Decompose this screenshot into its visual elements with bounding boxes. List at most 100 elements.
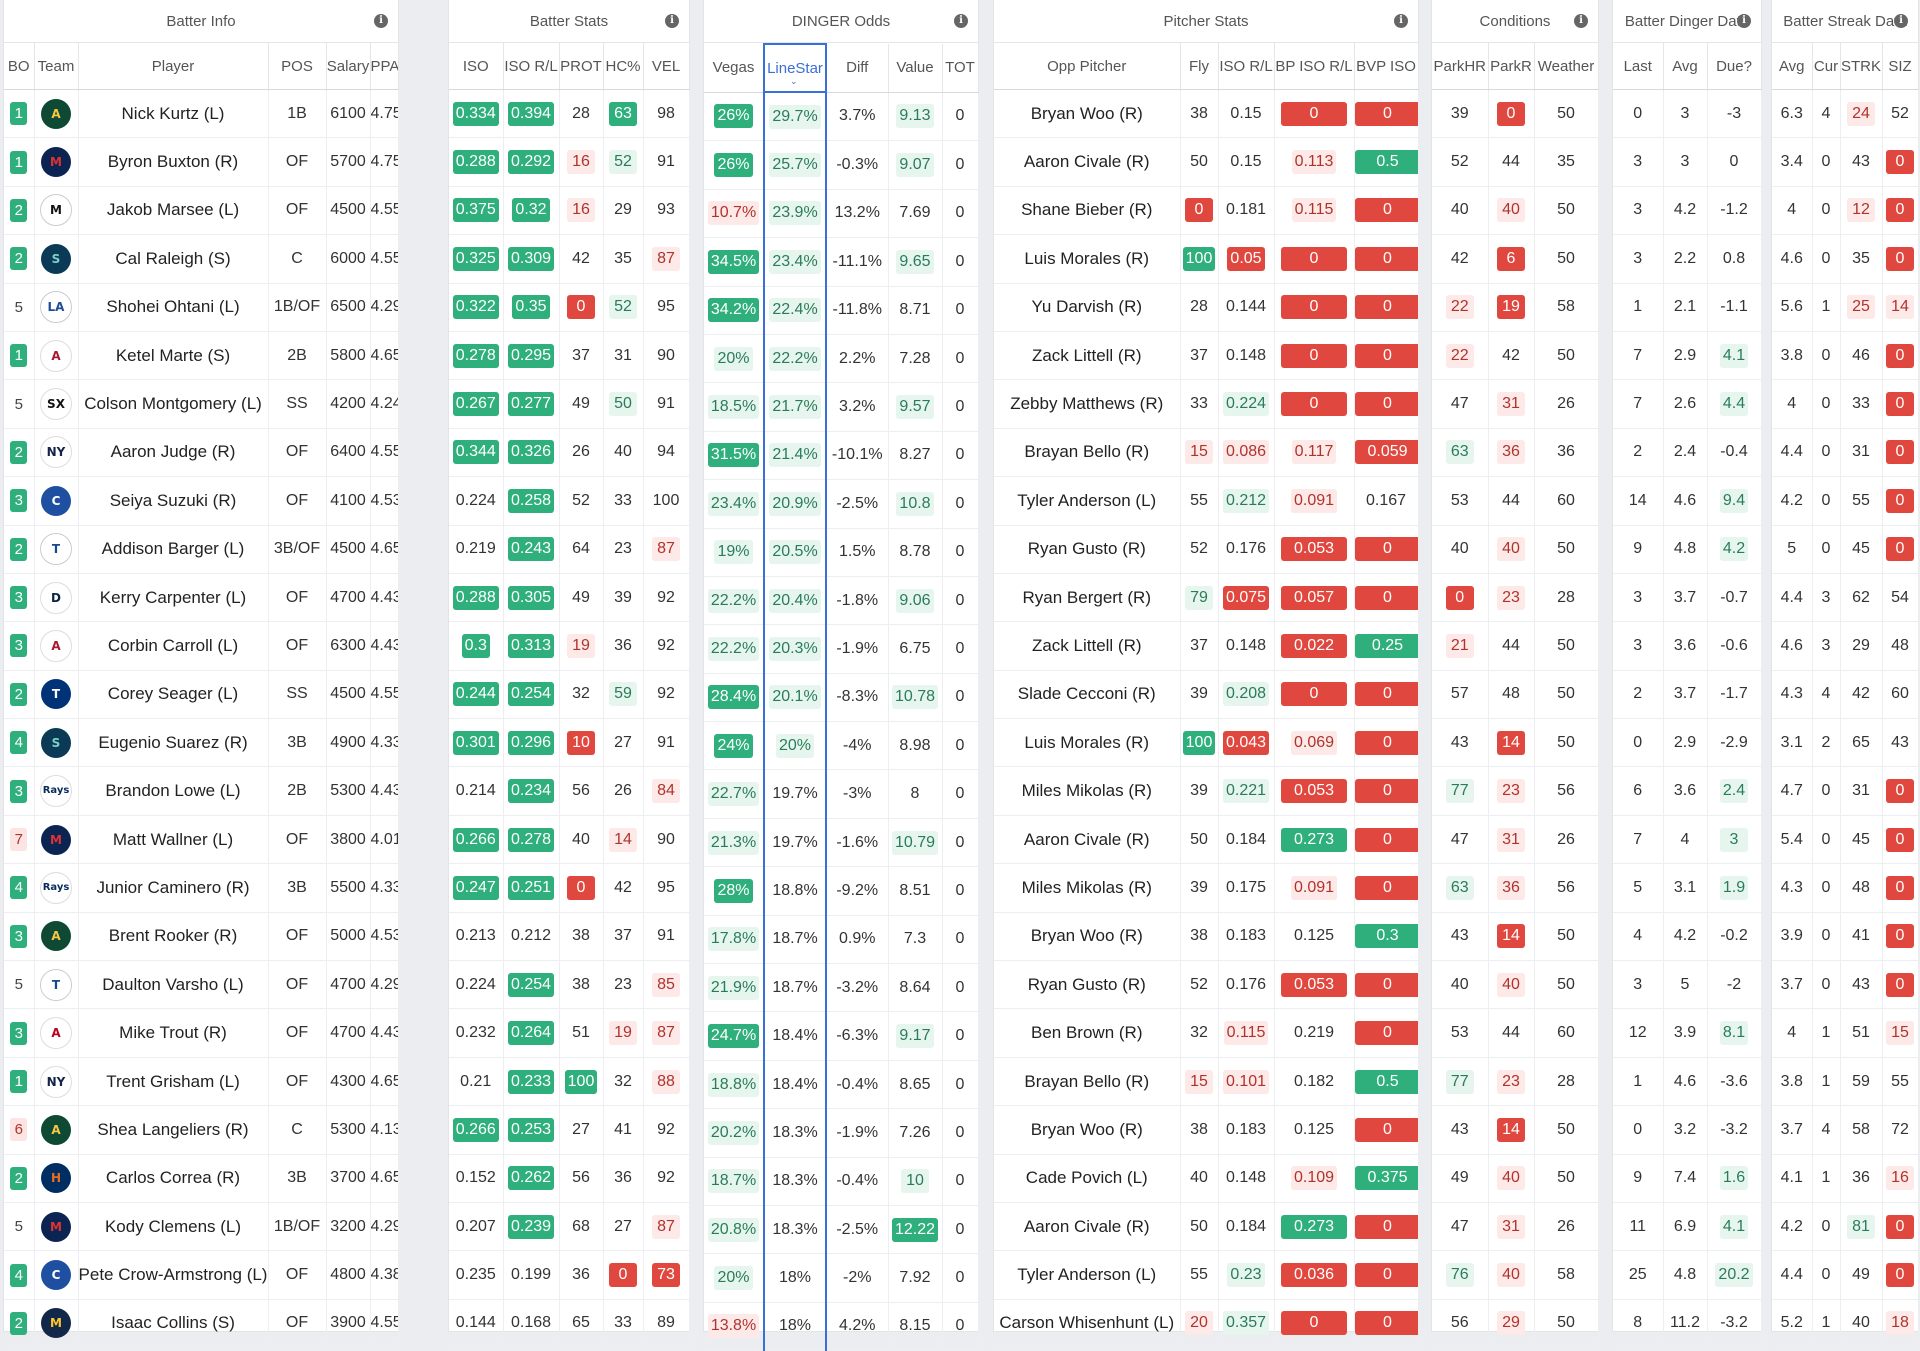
table-row[interactable]: Tyler Anderson (L) 55 0.212 0.091 0.167 [994,476,1419,526]
table-row[interactable]: 2 2.4 -0.4 [1613,428,1762,478]
table-row[interactable]: 47 31 26 [1432,815,1599,865]
table-row[interactable]: Zack Littell (R) 37 0.148 0 0 [994,331,1419,381]
column-header-parkr[interactable]: ParkR [1488,43,1535,90]
table-row[interactable]: 47 31 26 [1432,379,1599,429]
table-row[interactable]: 22.7% 19.7% -3% 8 0 [704,769,979,819]
table-row[interactable]: 4.3 0 48 0 [1772,863,1919,913]
cell-opp[interactable]: Cade Povich (L) [994,1154,1181,1203]
table-row[interactable]: Ryan Bergert (R) 79 0.075 0.057 0 [994,573,1419,623]
column-header-prot[interactable]: PROT [559,43,604,90]
cell-opp[interactable]: Aaron Civale (R) [994,815,1181,865]
table-row[interactable]: 3 3.6 -0.6 [1613,621,1762,671]
cell-opp[interactable]: Shane Bieber (R) [994,186,1181,236]
cell-opp[interactable]: Slade Cecconi (R) [994,670,1181,720]
column-header-player[interactable]: Player [78,43,269,90]
table-row[interactable]: 0 3 -3 [1613,89,1762,139]
table-row[interactable]: 13.8% 18% 4.2% 8.15 0 [704,1302,979,1351]
cell-player[interactable]: Nick Kurtz (L) [78,89,269,139]
table-row[interactable]: 24.7% 18.4% -6.3% 9.17 0 [704,1011,979,1061]
table-row[interactable]: 49 40 50 [1432,1154,1599,1203]
table-row[interactable]: 22.2% 20.3% -1.9% 6.75 0 [704,624,979,674]
table-row[interactable]: Yu Darvish (R) 28 0.144 0 0 [994,283,1419,332]
info-icon[interactable]: i [665,14,679,28]
cell-opp[interactable]: Ryan Gusto (R) [994,960,1181,1010]
column-header-diff[interactable]: Diff [826,44,889,93]
table-row[interactable]: 28% 18.8% -9.2% 8.51 0 [704,866,979,916]
table-row[interactable]: 0 3.2 -3.2 [1613,1105,1762,1155]
table-row[interactable]: Bryan Woo (R) 38 0.183 0.125 0.3 [994,912,1419,962]
table-row[interactable]: Brayan Bello (R) 15 0.101 0.182 0.5 [994,1057,1419,1107]
table-row[interactable]: 63 36 56 [1432,863,1599,913]
table-row[interactable]: 6.3 4 24 52 [1772,89,1919,139]
column-header-s-avg[interactable]: Avg [1772,43,1813,90]
cell-opp[interactable]: Brayan Bello (R) [994,428,1181,478]
table-row[interactable]: 23.4% 20.9% -2.5% 10.8 0 [704,479,979,529]
cell-opp[interactable]: Ryan Bergert (R) [994,573,1181,623]
table-row[interactable]: 40 40 50 [1432,186,1599,236]
cell-player[interactable]: Byron Buxton (R) [78,137,269,187]
column-header-fly[interactable]: Fly [1180,43,1219,90]
table-row[interactable]: 53 44 60 [1432,1008,1599,1058]
cell-player[interactable]: Kody Clemens (L) [78,1202,269,1252]
table-row[interactable]: 0.21 0.233 100 32 88 [449,1057,690,1107]
cell-opp[interactable]: Zebby Matthews (R) [994,379,1181,429]
cell-player[interactable]: Isaac Collins (S) [78,1299,269,1349]
table-row[interactable]: 77 23 28 [1432,1057,1599,1107]
table-row[interactable]: 0.244 0.254 32 59 92 [449,670,690,720]
column-header-iso-rl[interactable]: ISO R/L [503,43,560,90]
cell-player[interactable]: Cal Raleigh (S) [78,234,269,284]
column-header-salary[interactable]: Salary [326,43,371,90]
table-row[interactable]: 76 40 58 [1432,1250,1599,1300]
column-header-bo[interactable]: BO [4,43,35,90]
table-row[interactable]: 4.3 4 42 60 [1772,670,1919,720]
table-row[interactable]: 2 3.7 -1.7 [1613,670,1762,720]
table-row[interactable]: 0.301 0.296 10 27 91 [449,718,690,768]
table-row[interactable]: 43 14 50 [1432,718,1599,768]
table-row[interactable]: 3.8 1 59 55 [1772,1057,1919,1107]
table-row[interactable]: 0.219 0.243 64 23 87 [449,525,690,574]
table-row[interactable]: 14 4.6 9.4 [1613,476,1762,526]
table-row[interactable]: 3.9 0 41 0 [1772,912,1919,962]
table-row[interactable]: 0.214 0.234 56 26 84 [449,766,690,816]
table-row[interactable]: Aaron Civale (R) 50 0.184 0.273 0 [994,815,1419,865]
table-row[interactable]: 34.2% 22.4% -11.8% 8.71 0 [704,286,979,335]
table-row[interactable]: 31.5% 21.4% -10.1% 8.27 0 [704,431,979,481]
table-row[interactable]: 4 1 51 15 [1772,1008,1919,1058]
table-row[interactable]: 20% 18% -2% 7.92 0 [704,1253,979,1303]
table-row[interactable]: 5 3.1 1.9 [1613,863,1762,913]
cell-opp[interactable]: Bryan Woo (R) [994,912,1181,962]
table-row[interactable]: 3.8 0 46 0 [1772,331,1919,381]
table-row[interactable]: 22 19 58 [1432,283,1599,332]
table-row[interactable]: 0.224 0.258 52 33 100 [449,476,690,526]
table-row[interactable]: 18.8% 18.4% -0.4% 8.65 0 [704,1060,979,1110]
table-row[interactable]: Cade Povich (L) 40 0.148 0.109 0.375 [994,1154,1419,1203]
table-row[interactable]: 47 31 26 [1432,1202,1599,1252]
table-row[interactable]: 25 4.8 20.2 [1613,1250,1762,1300]
cell-opp[interactable]: Luis Morales (R) [994,234,1181,284]
cell-opp[interactable]: Yu Darvish (R) [994,283,1181,332]
table-row[interactable]: 40 40 50 [1432,525,1599,574]
table-row[interactable]: Zebby Matthews (R) 33 0.224 0 0 [994,379,1419,429]
table-row[interactable]: 26% 29.7% 3.7% 9.13 0 [704,92,979,142]
table-row[interactable]: 3 5 -2 [1613,960,1762,1010]
table-row[interactable]: 57 48 50 [1432,670,1599,720]
table-row[interactable]: 0.322 0.35 0 52 95 [449,283,690,332]
column-header-tot[interactable]: TOT [942,44,979,93]
table-row[interactable]: Luis Morales (R) 100 0.05 0 0 [994,234,1419,284]
table-row[interactable]: 18.5% 21.7% 3.2% 9.57 0 [704,382,979,432]
table-row[interactable]: Ryan Gusto (R) 52 0.176 0.053 0 [994,960,1419,1010]
column-header-pos[interactable]: POS [268,43,327,90]
table-row[interactable]: 0.207 0.239 68 27 87 [449,1202,690,1252]
cell-player[interactable]: Shohei Ohtani (L) [78,283,269,332]
table-row[interactable]: 1 4.6 -3.6 [1613,1057,1762,1107]
table-row[interactable]: 4.4 0 49 0 [1772,1250,1919,1300]
cell-player[interactable]: Carlos Correa (R) [78,1154,269,1203]
table-row[interactable]: Brayan Bello (R) 15 0.086 0.117 0.059 [994,428,1419,478]
